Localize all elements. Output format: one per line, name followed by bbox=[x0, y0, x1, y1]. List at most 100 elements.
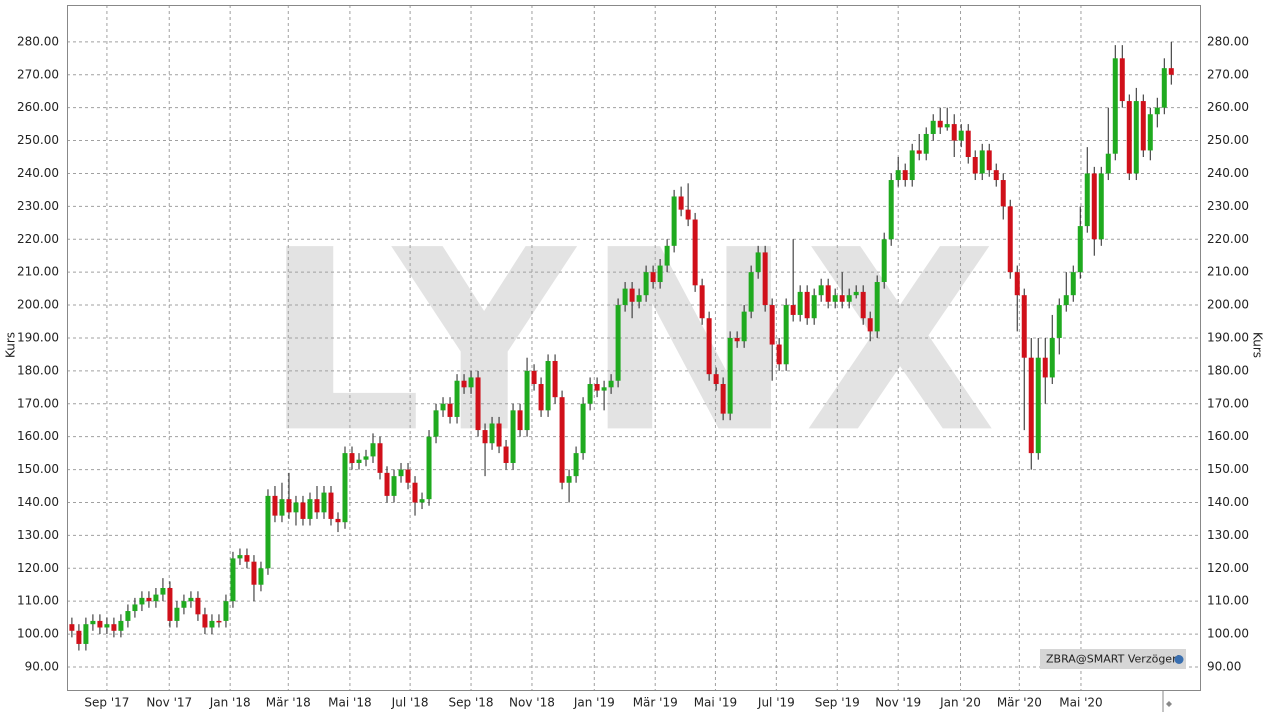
candle-body bbox=[104, 624, 110, 628]
candle-body bbox=[741, 311, 747, 342]
candle-body bbox=[349, 453, 355, 463]
y-tick-label: 130.00 bbox=[17, 528, 59, 542]
candle-body bbox=[1154, 107, 1160, 115]
y-tick-label: 250.00 bbox=[17, 133, 59, 147]
candle-body bbox=[622, 288, 628, 306]
candle-body bbox=[734, 337, 740, 342]
candle-body bbox=[97, 620, 103, 628]
candle-body bbox=[251, 561, 257, 585]
candle-body bbox=[825, 285, 831, 302]
candle-body bbox=[426, 436, 432, 500]
candle-body bbox=[272, 495, 278, 516]
candle-body bbox=[1161, 68, 1167, 108]
watermark: LYNX bbox=[263, 196, 1006, 487]
candle-body bbox=[1084, 173, 1090, 227]
candle-body bbox=[153, 594, 159, 602]
y-axis-label-right: Kurs bbox=[1251, 332, 1265, 358]
y-tick-label: 100.00 bbox=[17, 627, 59, 641]
y-tick-label-right: 170.00 bbox=[1207, 396, 1249, 410]
candle-body bbox=[1091, 173, 1097, 240]
candle-body bbox=[468, 377, 474, 388]
x-tick-label: Mär '18 bbox=[266, 696, 311, 710]
candle-body bbox=[188, 597, 194, 602]
candle-body bbox=[1133, 101, 1139, 174]
candle-body bbox=[384, 472, 390, 496]
x-tick-label: Jul '18 bbox=[391, 696, 429, 710]
candle-body bbox=[587, 384, 593, 404]
candle-body bbox=[90, 620, 96, 625]
candle-body bbox=[1112, 58, 1118, 154]
y-tick-label-right: 200.00 bbox=[1207, 298, 1249, 312]
y-tick-label: 260.00 bbox=[17, 100, 59, 114]
candle-body bbox=[678, 196, 684, 210]
candle-body bbox=[139, 597, 145, 605]
candle-body bbox=[1147, 114, 1153, 151]
candle-body bbox=[314, 499, 320, 513]
y-tick-label-right: 240.00 bbox=[1207, 166, 1249, 180]
candle-body bbox=[489, 423, 495, 444]
candle-body bbox=[461, 380, 467, 388]
candle-body bbox=[258, 568, 264, 585]
y-tick-label: 160.00 bbox=[17, 429, 59, 443]
candle-body bbox=[1126, 101, 1132, 174]
candle-body bbox=[755, 252, 761, 273]
candle-body bbox=[370, 443, 376, 457]
candle-body bbox=[482, 430, 488, 444]
y-tick-label-right: 130.00 bbox=[1207, 528, 1249, 542]
candle-body bbox=[615, 305, 621, 381]
candle-body bbox=[216, 620, 222, 623]
candle-body bbox=[454, 380, 460, 417]
y-tick-label: 190.00 bbox=[17, 330, 59, 344]
x-tick-label: Nov '17 bbox=[146, 696, 192, 710]
candle-body bbox=[202, 614, 208, 628]
candle-body bbox=[83, 624, 89, 644]
y-axis-label-left: Kurs bbox=[4, 332, 18, 358]
candle-body bbox=[944, 124, 950, 128]
candle-body bbox=[972, 157, 978, 174]
candle-body bbox=[279, 499, 285, 516]
candle-body bbox=[853, 291, 859, 296]
candle-body bbox=[797, 291, 803, 315]
candle-body bbox=[643, 272, 649, 296]
y-tick-label: 170.00 bbox=[17, 396, 59, 410]
x-tick-label: Sep '17 bbox=[84, 696, 129, 710]
candle-body bbox=[405, 469, 411, 483]
candle-body bbox=[909, 150, 915, 181]
y-tick-label: 140.00 bbox=[17, 495, 59, 509]
candle-body bbox=[692, 219, 698, 286]
candle-body bbox=[993, 170, 999, 181]
candle-body bbox=[181, 601, 187, 608]
candle-body bbox=[1000, 180, 1006, 207]
candle-body bbox=[363, 456, 369, 460]
candle-body bbox=[433, 410, 439, 437]
candle-body bbox=[524, 370, 530, 431]
y-tick-label-right: 220.00 bbox=[1207, 232, 1249, 246]
grid bbox=[67, 5, 1200, 690]
candle-body bbox=[664, 245, 670, 266]
candle-body bbox=[307, 499, 313, 519]
y-tick-label-right: 230.00 bbox=[1207, 199, 1249, 213]
candle-body bbox=[76, 630, 82, 644]
candle-body bbox=[293, 502, 299, 513]
y-tick-label-right: 160.00 bbox=[1207, 429, 1249, 443]
candle-body bbox=[986, 150, 992, 171]
candle-body bbox=[580, 403, 586, 454]
x-tick-label: Jan '20 bbox=[939, 696, 981, 710]
candle-body bbox=[874, 282, 880, 332]
candle-body bbox=[1168, 68, 1174, 75]
x-tick-label: Nov '19 bbox=[875, 696, 921, 710]
candle-body bbox=[1140, 101, 1146, 151]
y-tick-label: 110.00 bbox=[17, 594, 59, 608]
candle-body bbox=[748, 272, 754, 312]
y-tick-label-right: 150.00 bbox=[1207, 462, 1249, 476]
candle-body bbox=[1014, 272, 1020, 296]
candle-body bbox=[818, 285, 824, 296]
y-tick-label-right: 180.00 bbox=[1207, 363, 1249, 377]
candle-body bbox=[1105, 153, 1111, 174]
candle-body bbox=[671, 196, 677, 246]
candle-body bbox=[804, 291, 810, 319]
y-tick-label: 150.00 bbox=[17, 462, 59, 476]
candle-body bbox=[328, 492, 334, 519]
candle-body bbox=[335, 518, 341, 523]
candle-body bbox=[356, 459, 362, 463]
